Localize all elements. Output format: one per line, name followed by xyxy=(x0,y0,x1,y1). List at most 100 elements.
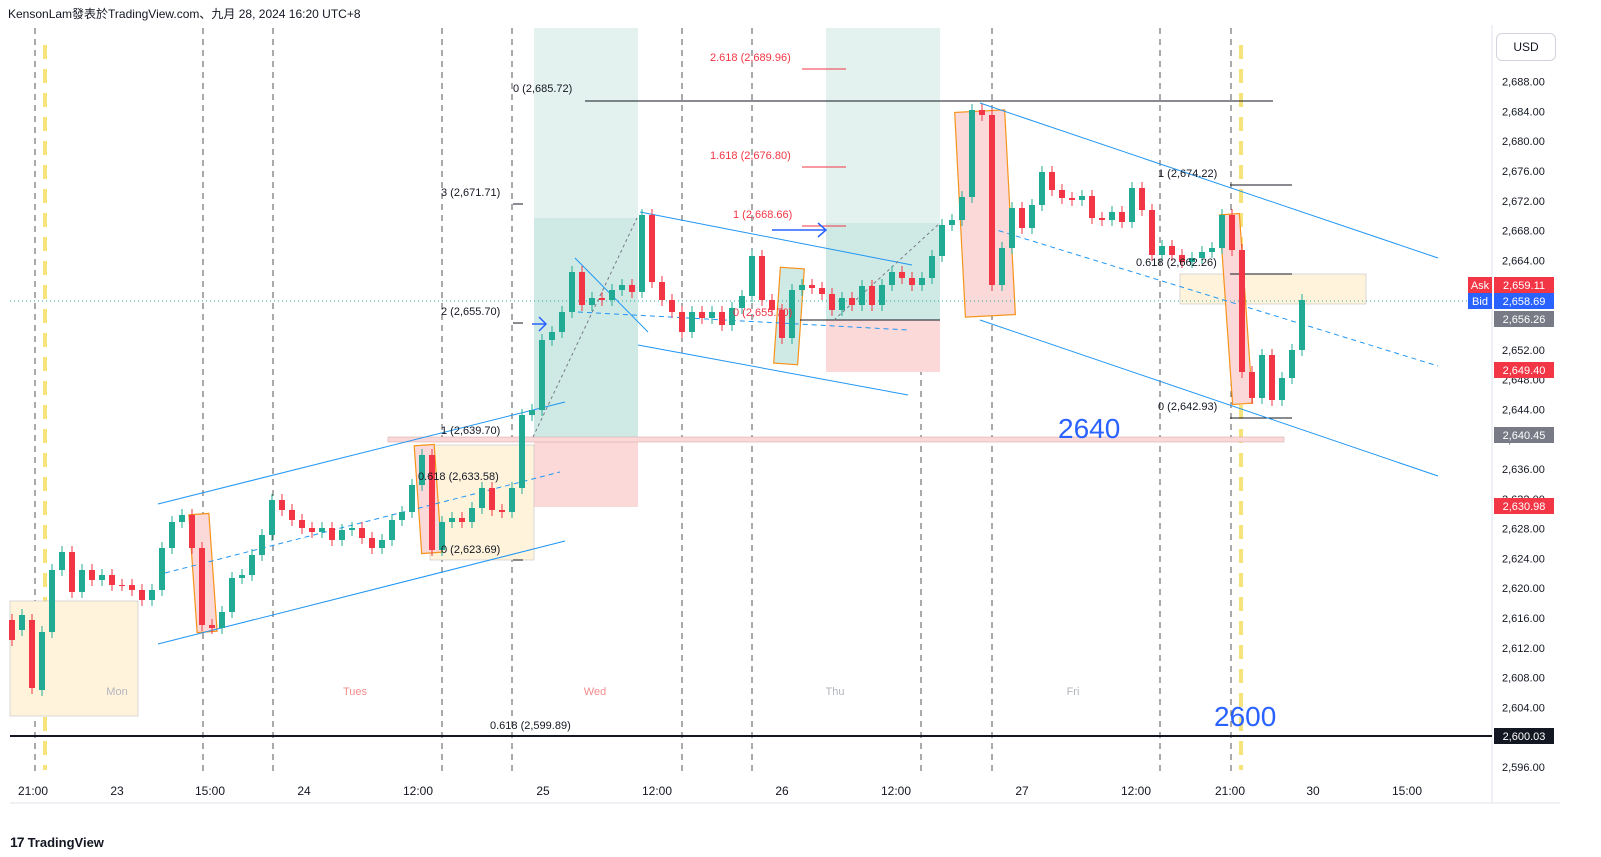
candle-body xyxy=(699,312,705,318)
time-tick-label: 23 xyxy=(110,784,124,798)
candle-body xyxy=(1169,246,1175,255)
candle-body xyxy=(739,296,745,308)
day-label: Fri xyxy=(1067,686,1080,698)
tradingview-brand[interactable]: 17 TradingView xyxy=(10,834,104,850)
candle-body xyxy=(1179,255,1185,262)
price-tick-label: 2,688.00 xyxy=(1502,77,1545,89)
candle-body xyxy=(809,285,815,288)
price-tick-label: 2,644.00 xyxy=(1502,404,1545,416)
candle-body xyxy=(869,286,875,305)
candle-body xyxy=(929,256,935,278)
price-tag-bg xyxy=(1494,427,1554,443)
candle-body xyxy=(849,298,855,305)
candle-body xyxy=(769,300,775,310)
price-tag-side-label: Bid xyxy=(1472,296,1488,308)
time-tick-label: 12:00 xyxy=(1121,784,1151,798)
candle-body xyxy=(959,197,965,220)
candle-body xyxy=(439,522,445,550)
trend-channels xyxy=(157,102,1439,645)
candle-body xyxy=(779,310,785,338)
candle-body xyxy=(1279,378,1285,400)
time-tick-label: 12:00 xyxy=(642,784,672,798)
level-annotation: 2600 xyxy=(1214,701,1276,732)
candle-body xyxy=(449,518,455,522)
price-tick-label: 2,660.00 xyxy=(1502,285,1545,297)
candle-body xyxy=(279,500,285,510)
fib-level-label: 0.618 (2,662.26) xyxy=(1136,257,1217,269)
candle-body xyxy=(1109,212,1115,220)
day-label: Mon xyxy=(106,686,127,698)
candle-body xyxy=(899,272,905,278)
price-tick-label: 2,628.00 xyxy=(1502,524,1545,536)
candle-body xyxy=(519,415,525,488)
time-axis[interactable]: 21:00 23 15:00 24 12:00 25 12:00 26 12:00 27 12:00… xyxy=(18,784,1422,798)
candle-body xyxy=(49,570,55,632)
candle-body xyxy=(569,272,575,312)
candle-body xyxy=(799,285,805,290)
price-tag-bg xyxy=(1494,362,1554,378)
fib-level-label: 0.618 (2,633.58) xyxy=(418,471,499,483)
candle-body xyxy=(979,110,985,115)
price-tag-value: 2,656.26 xyxy=(1503,314,1546,326)
fib-level-label: 0 (2,655.70) xyxy=(733,307,792,319)
time-tick-label: 21:00 xyxy=(18,784,48,798)
candle-body xyxy=(1119,212,1125,222)
candle-body xyxy=(249,555,255,575)
price-tick-label: 2,676.00 xyxy=(1502,166,1545,178)
price-tick-label: 2,640.00 xyxy=(1502,434,1545,446)
brand-name: TradingView xyxy=(27,834,104,850)
price-tick-label: 2,632.00 xyxy=(1502,494,1545,506)
price-tick-label: 2,636.00 xyxy=(1502,464,1545,476)
candle-body xyxy=(1079,196,1085,200)
candle-body xyxy=(1189,258,1195,262)
candle-body xyxy=(1039,172,1045,205)
candle-body xyxy=(269,500,275,535)
price-tag-bg xyxy=(1494,311,1554,327)
candle-body xyxy=(859,286,865,305)
price-tick-label: 2,604.00 xyxy=(1502,702,1545,714)
time-tick-label: 12:00 xyxy=(403,784,433,798)
candle-body xyxy=(419,455,425,485)
fib-level-label: 0.618 (2,599.89) xyxy=(490,720,571,732)
candle-body xyxy=(129,585,135,590)
candles xyxy=(9,104,1305,696)
candle-body xyxy=(59,552,65,570)
candle-body xyxy=(1239,250,1245,372)
price-axis[interactable]: 2,688.00 2,684.00 2,680.00 2,676.00 2,672.00… xyxy=(1502,77,1545,774)
time-tick-label: 15:00 xyxy=(1392,784,1422,798)
candle-body xyxy=(749,256,755,296)
candle-body xyxy=(659,282,665,300)
candle-body xyxy=(619,285,625,290)
currency-button[interactable]: USD xyxy=(1496,33,1556,61)
candle-body xyxy=(719,312,725,325)
fib-level-label: 0 (2,685.72) xyxy=(513,83,572,95)
price-tag-value: 2,649.40 xyxy=(1503,365,1546,377)
candle-body xyxy=(9,620,15,640)
candle-body xyxy=(759,256,765,300)
day-labels: Mon Tues Wed Thu Fri xyxy=(106,686,1079,698)
candle-body xyxy=(649,215,655,282)
candle-body xyxy=(639,215,645,292)
candle-body xyxy=(389,520,395,540)
level-annotation: 2640 xyxy=(1058,413,1120,444)
candle-body xyxy=(829,294,835,310)
candle-body xyxy=(209,625,215,628)
price-tick-label: 2,668.00 xyxy=(1502,226,1545,238)
price-tick-label: 2,656.00 xyxy=(1502,315,1545,327)
chart-header-title: KensonLam發表於TradingView.com、九月 28, 2024 … xyxy=(8,7,361,21)
fib-red-ticks xyxy=(802,68,846,227)
candle-body xyxy=(169,522,175,548)
price-tag-value: 2,640.45 xyxy=(1503,430,1546,442)
candle-body xyxy=(19,615,25,630)
candle-body xyxy=(949,220,955,225)
candle-body xyxy=(469,508,475,522)
candle-body xyxy=(589,298,595,305)
candle-body xyxy=(409,485,415,512)
candle-body xyxy=(149,590,155,600)
candle-body xyxy=(429,455,435,550)
candle-body xyxy=(609,290,615,300)
candle-body xyxy=(549,332,555,340)
tradingview-logo-icon: 17 xyxy=(10,834,25,850)
fib-level-label: 0 (2,642.93) xyxy=(1158,401,1217,413)
